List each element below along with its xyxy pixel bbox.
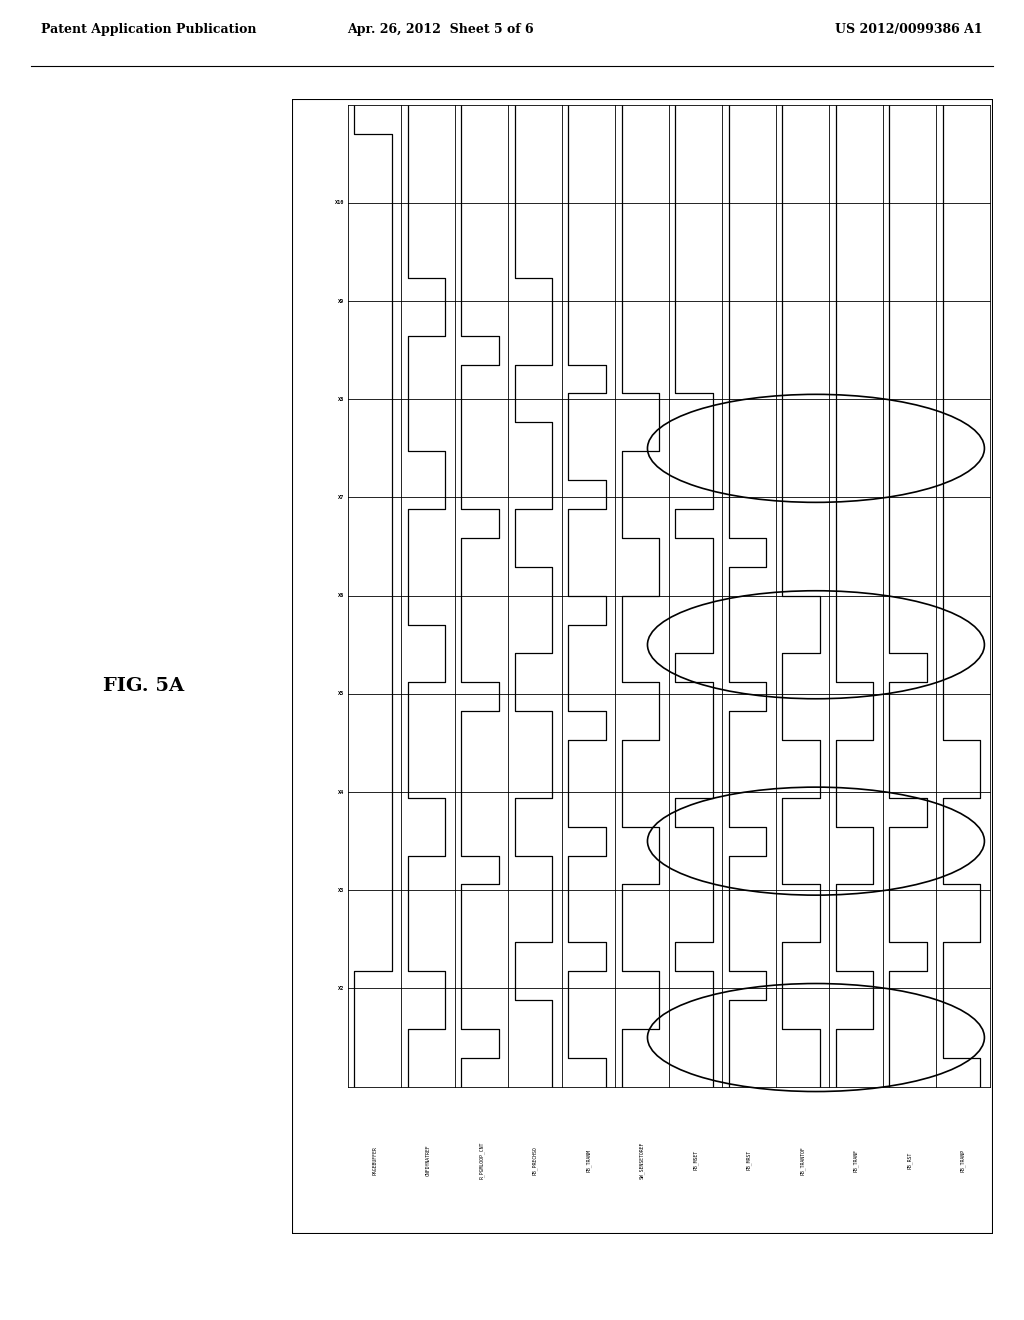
Text: SW_SENSETOREF: SW_SENSETOREF <box>639 1142 645 1179</box>
Text: PB_RST: PB_RST <box>906 1152 912 1170</box>
Text: X2: X2 <box>338 986 344 991</box>
Text: Patent Application Publication: Patent Application Publication <box>41 24 256 36</box>
Text: Apr. 26, 2012  Sheet 5 of 6: Apr. 26, 2012 Sheet 5 of 6 <box>347 24 534 36</box>
Text: PB_TRANTOF: PB_TRANTOF <box>800 1146 805 1175</box>
Text: PB_MRST: PB_MRST <box>746 1150 752 1171</box>
Text: X9: X9 <box>338 298 344 304</box>
Text: X10: X10 <box>335 201 344 206</box>
Text: PB_TRANP: PB_TRANP <box>961 1148 966 1172</box>
Text: US 2012/0099386 A1: US 2012/0099386 A1 <box>836 24 983 36</box>
Text: FIG. 5A: FIG. 5A <box>102 677 184 696</box>
Text: X8: X8 <box>338 397 344 401</box>
Text: X3: X3 <box>338 888 344 892</box>
Text: X6: X6 <box>338 593 344 598</box>
Text: PB_PRECHSO: PB_PRECHSO <box>532 1146 538 1175</box>
Text: PB_TRANM: PB_TRANM <box>586 1148 592 1172</box>
Text: R_PGMLOOP_CNT: R_PGMLOOP_CNT <box>479 1142 484 1179</box>
Text: X5: X5 <box>338 692 344 697</box>
Text: X4: X4 <box>338 789 344 795</box>
Text: PB_TRANF: PB_TRANF <box>853 1148 859 1172</box>
Text: X7: X7 <box>338 495 344 500</box>
Text: PAGEBUFFER: PAGEBUFFER <box>372 1146 377 1175</box>
Text: PB_MSET: PB_MSET <box>693 1150 698 1171</box>
Text: CNFDYNATREF: CNFDYNATREF <box>426 1144 431 1176</box>
